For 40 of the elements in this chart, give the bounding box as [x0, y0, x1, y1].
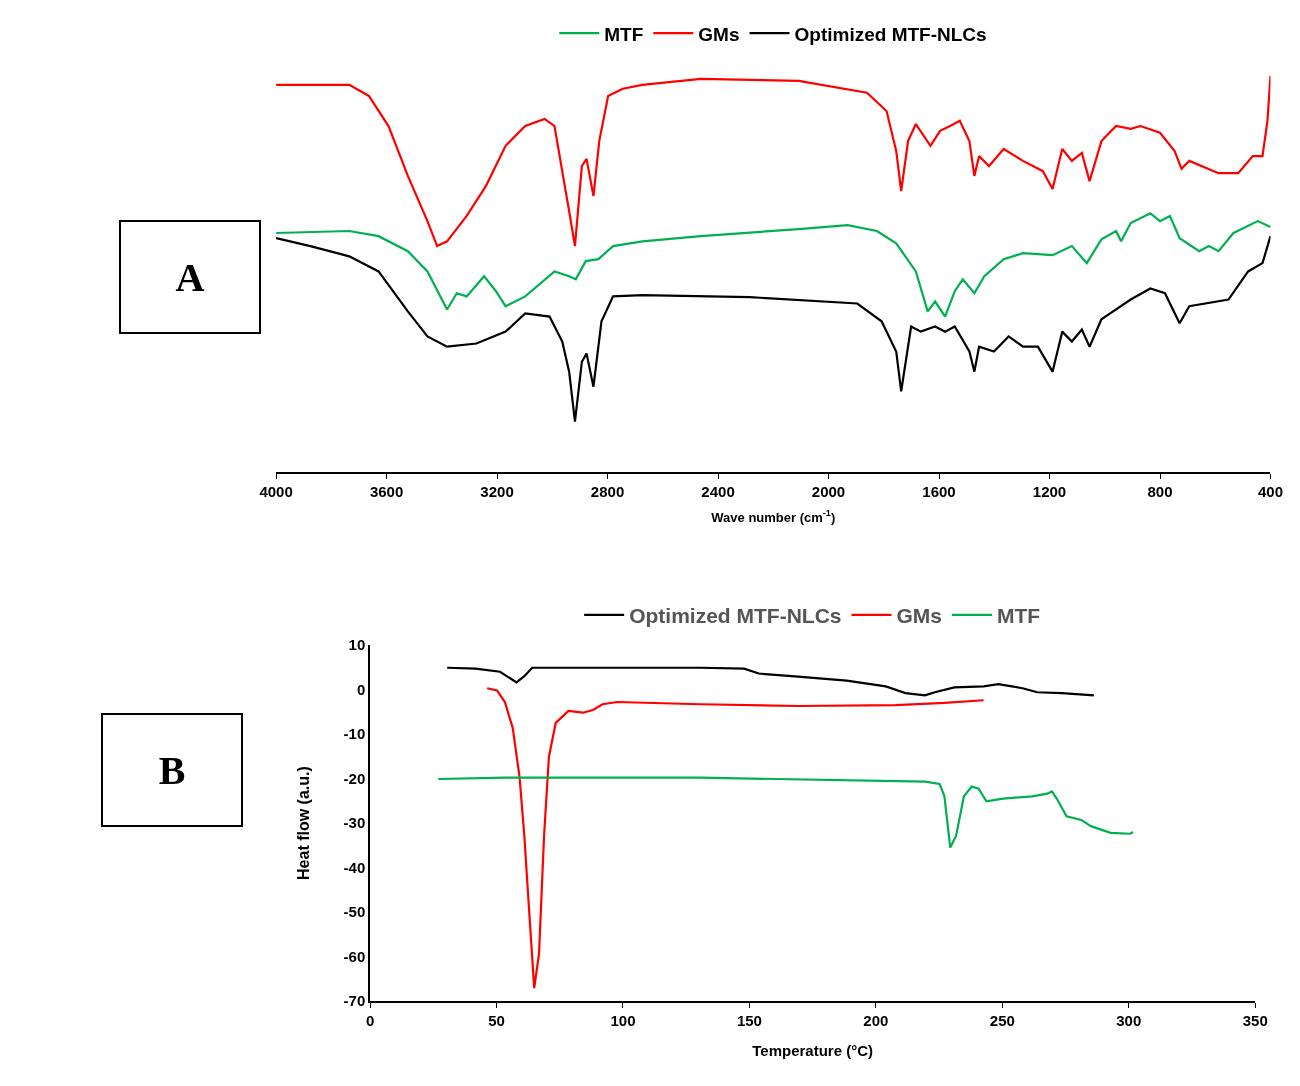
y-tick-label: 10 — [348, 636, 366, 654]
x-tick-label: 300 — [1116, 1011, 1142, 1029]
legend-label: GMs — [698, 23, 740, 45]
x-tick-label: 1200 — [1032, 482, 1067, 500]
x-tick-label: 350 — [1242, 1011, 1268, 1029]
x-tick-label: 800 — [1147, 482, 1173, 500]
x-tick-label: 100 — [610, 1011, 636, 1029]
y-tick-label: -40 — [343, 858, 366, 876]
x-tick-label: 4000 — [259, 482, 293, 500]
y-tick-label: -70 — [343, 992, 366, 1010]
x-tick-label: 2000 — [811, 482, 846, 500]
x-tick-label: 250 — [989, 1011, 1015, 1029]
x-tick-label: 1600 — [922, 482, 956, 500]
x-tick-label: 2800 — [590, 482, 625, 500]
y-tick-label: -10 — [343, 725, 366, 743]
x-tick-label: 50 — [488, 1011, 505, 1029]
legend-label: GMs — [896, 604, 942, 628]
line-series — [486, 687, 985, 990]
x-tick-label: 3200 — [480, 482, 514, 500]
x-tick-label: 3600 — [369, 482, 404, 500]
legend-label: Optimized MTF-NLCs — [794, 23, 987, 45]
legend-label: MTF — [997, 604, 1041, 628]
y-tick-label: -20 — [343, 769, 366, 787]
x-axis-title: Wave number (cm$^{-1}$) — [711, 508, 836, 525]
text: B — [158, 747, 186, 793]
y-tick-label: -30 — [343, 814, 366, 832]
x-axis-title: Temperature (°C) — [752, 1042, 874, 1060]
text: A — [175, 254, 205, 300]
y-tick-label: -50 — [343, 903, 366, 921]
x-tick-label: 2400 — [701, 482, 735, 500]
y-tick-label: 0 — [356, 680, 366, 698]
x-tick-label: 400 — [1257, 482, 1284, 500]
line-series — [446, 666, 1095, 697]
x-tick-label: 200 — [863, 1011, 889, 1029]
x-tick-label: 150 — [736, 1011, 762, 1029]
legend-label: Optimized MTF-NLCs — [629, 604, 842, 628]
y-tick-label: -60 — [343, 947, 366, 965]
line-series — [437, 776, 1135, 849]
y-axis-title: Heat flow (a.u.) — [295, 766, 313, 880]
legend-label: MTF — [604, 23, 644, 45]
